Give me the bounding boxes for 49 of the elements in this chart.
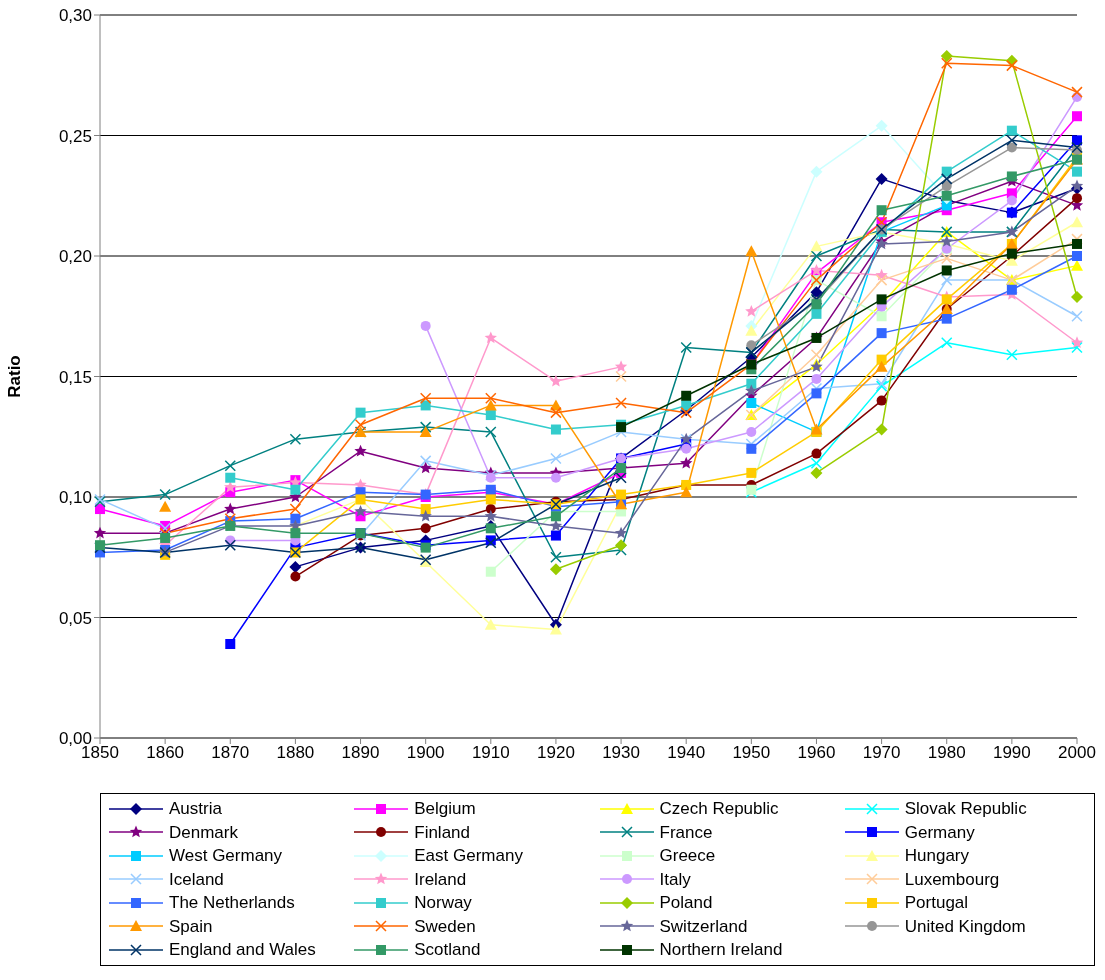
y-tick-label: 0,05	[58, 608, 92, 628]
y-axis-title: Ratio	[5, 355, 25, 398]
legend-label: Czech Republic	[659, 798, 779, 820]
legend-label: Slovak Republic	[904, 798, 1027, 820]
x-tick-label: 1950	[732, 743, 771, 763]
legend-label: Austria	[169, 798, 222, 820]
legend-label: England and Wales	[169, 939, 316, 961]
x-tick-label: 1940	[667, 743, 706, 763]
x-tick-label: 1880	[276, 743, 315, 763]
legend-label: France	[659, 821, 713, 844]
y-tick-label: 0,10	[58, 488, 92, 508]
x-tick-label: 1970	[862, 743, 901, 763]
y-tick-label: 0,30	[58, 6, 92, 26]
legend-label: Sweden	[414, 915, 476, 938]
legend-label: West Germany	[169, 845, 283, 867]
x-tick-label: 1860	[146, 743, 185, 763]
x-tick-label: 1900	[406, 743, 445, 763]
legend-label: Hungary	[904, 845, 970, 867]
y-tick-label: 0,15	[58, 367, 92, 387]
legend-label: Portugal	[904, 892, 969, 914]
y-tick-label: 0,25	[58, 126, 92, 146]
y-tick-label: 0,20	[58, 247, 92, 267]
legend-label: Scotland	[414, 939, 481, 961]
legend-label: Switzerland	[659, 915, 748, 938]
legend-label: The Netherlands	[169, 892, 295, 914]
x-tick-label: 1890	[341, 743, 380, 763]
legend-label: Belgium	[414, 798, 476, 820]
legend-label: East Germany	[414, 845, 523, 867]
legend-label: Finland	[414, 821, 471, 844]
legend-label: Greece	[659, 845, 716, 867]
x-tick-label: 1990	[992, 743, 1031, 763]
legend-label: United Kingdom	[904, 915, 1026, 938]
x-tick-label: 1910	[471, 743, 510, 763]
legend-label: Luxembourg	[904, 868, 1000, 891]
legend-label: Northern Ireland	[659, 939, 783, 961]
legend-label: Norway	[414, 892, 472, 914]
legend-label: Spain	[169, 915, 213, 938]
x-tick-label: 2000	[1058, 743, 1096, 763]
legend-label: Italy	[659, 868, 691, 891]
x-tick-label: 1920	[537, 743, 575, 763]
legend-label: Poland	[659, 892, 713, 914]
x-tick-label: 1980	[927, 743, 966, 763]
x-tick-label: 1960	[797, 743, 836, 763]
legend-label: Ireland	[414, 868, 467, 891]
x-tick-label: 1930	[602, 743, 640, 763]
legend-label: Denmark	[169, 821, 238, 844]
legend-label: Germany	[904, 821, 975, 844]
legend-label: Iceland	[169, 868, 224, 891]
x-tick-label: 1870	[211, 743, 250, 763]
